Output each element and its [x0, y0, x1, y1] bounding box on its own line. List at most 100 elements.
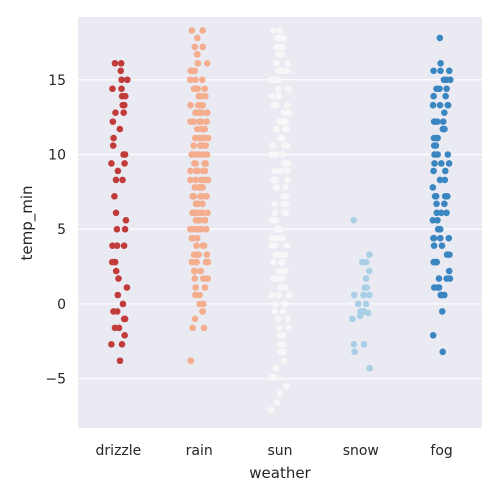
- data-point-sun: [283, 382, 290, 390]
- data-point-sun: [276, 332, 283, 339]
- data-point-fog: [429, 332, 437, 339]
- data-point-sun: [273, 125, 280, 133]
- data-point-drizzle: [121, 225, 129, 233]
- data-point-fog: [437, 209, 445, 217]
- data-point-rain: [191, 160, 198, 167]
- data-point-rain: [194, 101, 202, 109]
- x-tick-label: fog: [430, 443, 452, 459]
- data-point-sun: [277, 341, 284, 348]
- data-point-sun: [278, 234, 286, 242]
- data-point-fog: [441, 167, 449, 175]
- data-point-rain: [193, 200, 201, 208]
- data-point-rain: [187, 357, 195, 365]
- y-axis-label: temp_min: [18, 185, 37, 260]
- data-point-rain: [200, 275, 207, 282]
- data-point-fog: [430, 234, 437, 242]
- y-tick-label: 5: [57, 222, 66, 238]
- data-point-rain: [187, 176, 194, 184]
- y-tick-label: 15: [48, 73, 66, 89]
- data-point-snow: [351, 348, 358, 356]
- data-point-fog: [445, 267, 453, 275]
- data-point-rain: [202, 142, 210, 149]
- data-point-drizzle: [114, 167, 122, 175]
- data-point-rain: [194, 34, 201, 42]
- data-point-rain: [187, 167, 194, 175]
- data-point-sun: [270, 373, 278, 381]
- data-point-fog: [433, 209, 441, 217]
- data-point-rain: [199, 27, 206, 34]
- data-point-rain: [197, 118, 205, 125]
- data-point-drizzle: [114, 291, 122, 299]
- data-point-sun: [276, 27, 284, 34]
- data-point-drizzle: [118, 92, 126, 100]
- data-point-snow: [366, 251, 373, 258]
- x-tick-label: snow: [343, 443, 379, 459]
- data-point-sun: [271, 167, 278, 175]
- data-point-rain: [198, 76, 206, 84]
- data-point-sun: [276, 390, 284, 397]
- data-point-fog: [441, 176, 449, 184]
- data-point-rain: [203, 60, 211, 67]
- data-point-rain: [201, 125, 208, 133]
- data-point-drizzle: [108, 341, 115, 348]
- data-point-snow: [354, 300, 362, 308]
- data-point-fog: [430, 284, 438, 291]
- data-point-rain: [196, 300, 203, 308]
- data-point-fog: [437, 60, 444, 67]
- data-point-sun: [278, 51, 285, 58]
- data-point-rain: [194, 51, 201, 58]
- data-point-sun: [281, 251, 289, 258]
- data-point-sun: [280, 348, 287, 356]
- data-point-drizzle: [119, 300, 127, 308]
- plot-background: [78, 17, 482, 428]
- data-point-rain: [197, 267, 204, 275]
- data-point-fog: [443, 209, 450, 217]
- data-point-drizzle: [121, 160, 128, 167]
- data-point-rain: [201, 284, 209, 291]
- data-point-rain: [204, 209, 211, 217]
- data-point-sun: [271, 308, 278, 315]
- x-axis-label: weather: [249, 464, 311, 482]
- data-point-sun: [268, 76, 276, 84]
- data-point-fog: [446, 275, 454, 282]
- data-point-drizzle: [118, 76, 125, 84]
- data-point-sun: [273, 234, 281, 242]
- data-point-drizzle: [112, 109, 119, 116]
- data-point-fog: [444, 193, 451, 200]
- data-point-sun: [268, 92, 275, 100]
- x-tick-labels: drizzle rain sun snow fog: [96, 443, 453, 459]
- data-point-sun: [275, 315, 282, 323]
- data-point-rain: [191, 267, 198, 275]
- data-point-fog: [436, 225, 444, 233]
- data-point-rain: [199, 242, 207, 249]
- data-point-rain: [190, 85, 198, 93]
- data-point-sun: [279, 118, 287, 125]
- data-point-sun: [284, 315, 292, 323]
- data-point-sun: [277, 134, 285, 142]
- data-point-fog: [435, 284, 443, 291]
- data-point-sun: [279, 151, 287, 158]
- data-point-fog: [436, 234, 444, 242]
- data-point-drizzle: [120, 109, 127, 116]
- data-point-rain: [203, 151, 211, 158]
- data-point-drizzle: [108, 160, 115, 167]
- data-point-fog: [434, 151, 442, 158]
- data-point-sun: [278, 275, 286, 282]
- data-point-sun: [279, 308, 287, 315]
- data-point-rain: [187, 76, 194, 84]
- data-point-rain: [199, 200, 206, 208]
- data-point-sun: [273, 101, 280, 109]
- data-point-fog: [439, 118, 447, 125]
- data-point-rain: [192, 284, 199, 291]
- data-point-rain: [189, 67, 196, 75]
- data-point-sun: [273, 60, 280, 67]
- data-point-fog: [432, 193, 440, 200]
- data-point-sun: [272, 364, 280, 372]
- data-point-rain: [195, 216, 203, 224]
- data-point-sun: [284, 160, 292, 167]
- data-point-sun: [282, 200, 290, 208]
- data-point-fog: [438, 242, 446, 249]
- data-point-sun: [284, 242, 291, 249]
- data-point-sun: [274, 85, 282, 93]
- data-point-rain: [187, 225, 194, 233]
